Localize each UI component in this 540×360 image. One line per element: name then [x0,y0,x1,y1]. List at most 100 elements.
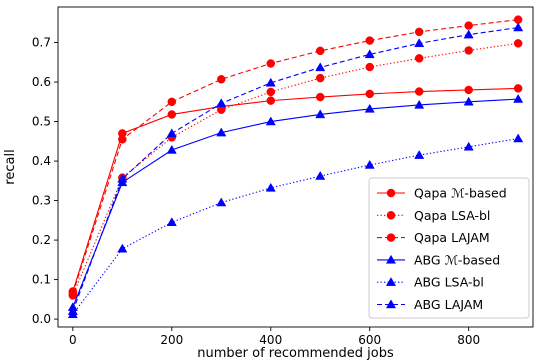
data-point [266,87,276,97]
data-point [167,97,177,107]
data-point [166,217,177,227]
series-line [72,19,519,294]
legend-label: ABG ℳ-based [414,252,500,267]
data-point [67,306,78,315]
x-tick-label: 600 [358,333,381,347]
x-tick-label: 0 [69,333,77,347]
data-point [315,109,326,119]
data-point [216,98,227,108]
data-point [464,85,473,95]
data-point [463,141,474,151]
legend-entry: Qapa LAJAM [377,230,490,245]
data-point [414,38,425,48]
legend-entry: Qapa LSA-bl [377,208,490,223]
legend-entry: ABG ℳ-based [377,252,500,267]
y-tick-label: 0.1 [32,273,51,287]
data-point [513,133,524,143]
data-point [513,84,523,93]
data-point [315,92,325,102]
y-tick-label: 0.5 [32,115,51,129]
data-point [265,116,276,126]
y-axis-label: recall [3,149,18,184]
y-tick-label: 0.7 [32,36,51,50]
data-point [216,197,227,207]
data-point [414,27,424,37]
y-tick-label: 0.3 [32,194,51,208]
series-line [72,138,519,315]
x-tick-label: 400 [259,333,282,347]
data-point [414,150,425,159]
plot-frame [57,6,534,328]
legend-label: ABG LSA-bl [414,275,484,290]
data-point [166,128,177,138]
legend-marker [386,233,396,242]
plot-area [57,6,534,328]
legend-marker [385,254,397,264]
x-axis-label: number of recommended jobs [197,346,394,360]
data-point [364,103,375,113]
data-point [265,77,276,87]
legend-marker [385,277,397,286]
data-point [315,73,325,83]
data-point [266,96,276,105]
data-point [265,182,276,192]
series-4 [67,93,524,311]
legend-entry: Qapa ℳ-based [377,186,507,201]
data-point [463,29,474,39]
data-point [365,36,374,45]
y-tick-label: 0.4 [32,154,51,168]
data-point [365,89,374,99]
data-point [364,159,375,169]
legend-label: Qapa ℳ-based [414,186,507,201]
series-layer [67,15,524,319]
legend-label: Qapa LSA-bl [414,208,490,223]
data-point [315,46,325,56]
data-point [167,110,177,119]
y-tick-label: 0.2 [32,233,51,247]
x-axis: 0 200 400 600 800 [69,327,480,347]
legend-marker [386,188,396,198]
series-line [72,26,519,312]
series-line [72,98,519,308]
data-point [364,49,375,59]
data-point [365,62,374,72]
legend-box [368,177,530,319]
data-point [117,173,128,183]
data-point [414,54,424,63]
data-point [118,135,127,144]
data-point [217,75,226,84]
legend-label: ABG LAJAM [414,297,483,312]
data-point [513,39,523,48]
y-tick-label: 0.6 [32,75,51,89]
x-tick-label: 200 [160,333,183,347]
data-point [315,62,326,72]
data-point [117,243,128,253]
data-point [464,21,473,30]
data-point [463,96,474,106]
y-axis: 0.0 0.1 0.2 0.3 0.4 0.5 0.6 0.7 [32,36,58,326]
data-point [166,144,177,154]
legend: Qapa ℳ-based Qapa LSA-bl Qapa LAJAM ABG ℳ-b… [368,177,530,319]
data-point [266,59,276,68]
series-line [72,42,519,296]
legend-marker [385,299,397,309]
legend-label: Qapa LAJAM [414,230,490,245]
legend-entry: ABG LSA-bl [377,275,484,290]
data-point [414,87,424,96]
data-point [513,93,524,103]
data-point [315,170,326,180]
legend-entry: ABG LAJAM [377,297,483,312]
data-point [464,46,473,55]
series-line [72,87,519,292]
data-point [414,99,425,109]
data-point [513,22,524,32]
series-2 [68,39,523,300]
series-3 [68,15,523,298]
data-point [216,127,227,137]
legend-marker [386,211,396,220]
data-point [68,289,78,298]
y-tick-label: 0.0 [32,312,51,326]
x-tick-label: 800 [457,333,480,347]
series-6 [67,22,524,315]
